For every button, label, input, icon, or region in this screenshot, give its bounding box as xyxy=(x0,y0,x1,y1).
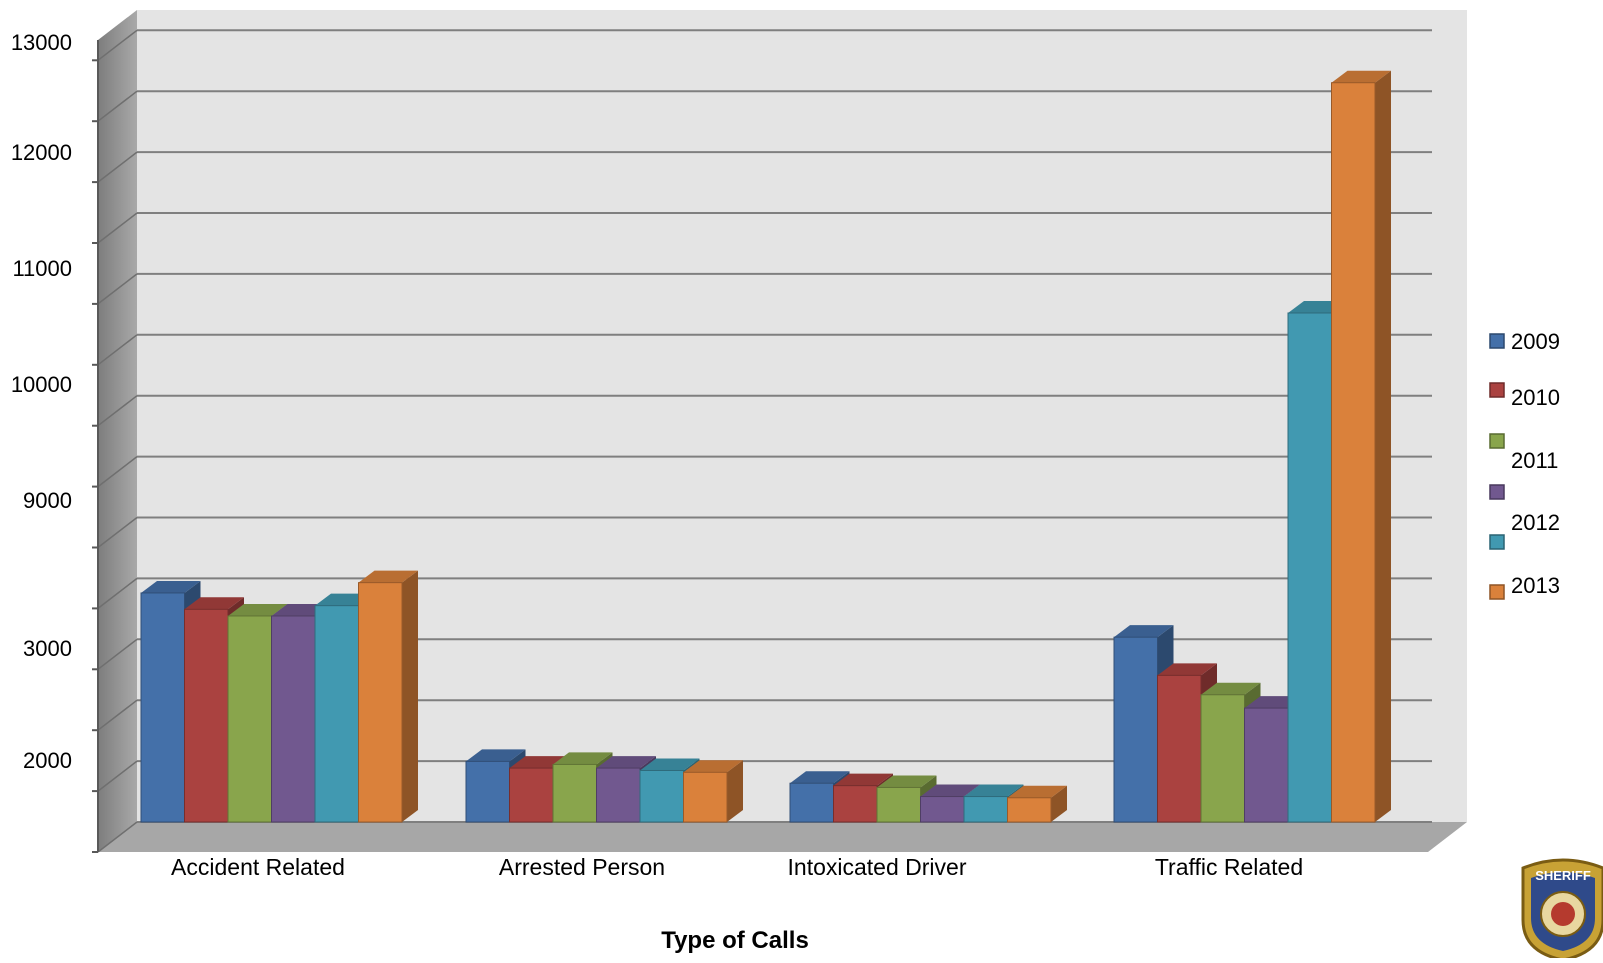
legend-label: 2010 xyxy=(1511,385,1560,410)
gridline-depth xyxy=(97,212,138,244)
gridline-depth xyxy=(97,29,138,61)
legend-swatch xyxy=(1489,584,1505,600)
y-tick-label: 13000 xyxy=(11,30,72,55)
x-category-label: Traffic Related xyxy=(1155,854,1303,880)
legend-label: 2012 xyxy=(1511,510,1560,535)
gridline-depth xyxy=(97,273,138,305)
x-category-label: Accident Related xyxy=(171,854,345,880)
gridline-depth xyxy=(97,151,138,183)
bars xyxy=(140,70,1391,823)
y-tick-label: 9000 xyxy=(23,488,72,513)
y-tick-labels: 2000 3000 9000 10000 11000 12000 13000 xyxy=(11,30,72,773)
y-tick-label: 12000 xyxy=(11,140,72,165)
y-tick-label: 2000 xyxy=(23,748,72,773)
legend: 2009 2010 2011 2012 2013 xyxy=(1489,329,1560,600)
sheriff-badge-icon: SHERIFF xyxy=(1521,858,1603,962)
gridline-depth xyxy=(97,516,138,549)
legend-swatch xyxy=(1489,534,1505,550)
legend-swatch xyxy=(1489,433,1505,449)
bar xyxy=(963,784,1024,823)
x-category-label: Intoxicated Driver xyxy=(788,854,967,880)
x-category-labels: Accident Related Arrested Person Intoxicat… xyxy=(171,854,1303,880)
gridline-depth xyxy=(97,577,138,609)
legend-swatch xyxy=(1489,484,1505,500)
gridline-depth xyxy=(97,638,138,670)
y-tick-label: 3000 xyxy=(23,636,72,661)
y-tick-label: 10000 xyxy=(11,372,72,397)
legend-swatch xyxy=(1489,382,1505,398)
gridline-depth xyxy=(97,821,138,853)
sheriff-badge-text: SHERIFF xyxy=(1535,868,1591,883)
gridline-depth xyxy=(97,90,138,122)
bar xyxy=(1157,663,1217,823)
legend-swatch xyxy=(1489,333,1505,349)
gridline-depth xyxy=(97,760,138,792)
x-axis-title: Type of Calls xyxy=(661,927,809,954)
bar xyxy=(358,570,418,823)
bar xyxy=(683,760,743,823)
y-tick-label: 11000 xyxy=(12,256,72,281)
x-category-label: Arrested Person xyxy=(499,854,665,880)
gridline-depth xyxy=(97,699,138,731)
legend-label: 2011 xyxy=(1511,448,1558,473)
floor xyxy=(98,822,1467,852)
legend-label: 2009 xyxy=(1511,329,1560,354)
gridline-depth xyxy=(97,395,138,427)
gridline-depth xyxy=(97,456,138,488)
bar xyxy=(1331,70,1391,823)
gridline-depth xyxy=(97,334,138,366)
legend-label: 2013 xyxy=(1511,573,1560,598)
bar xyxy=(1007,785,1067,823)
